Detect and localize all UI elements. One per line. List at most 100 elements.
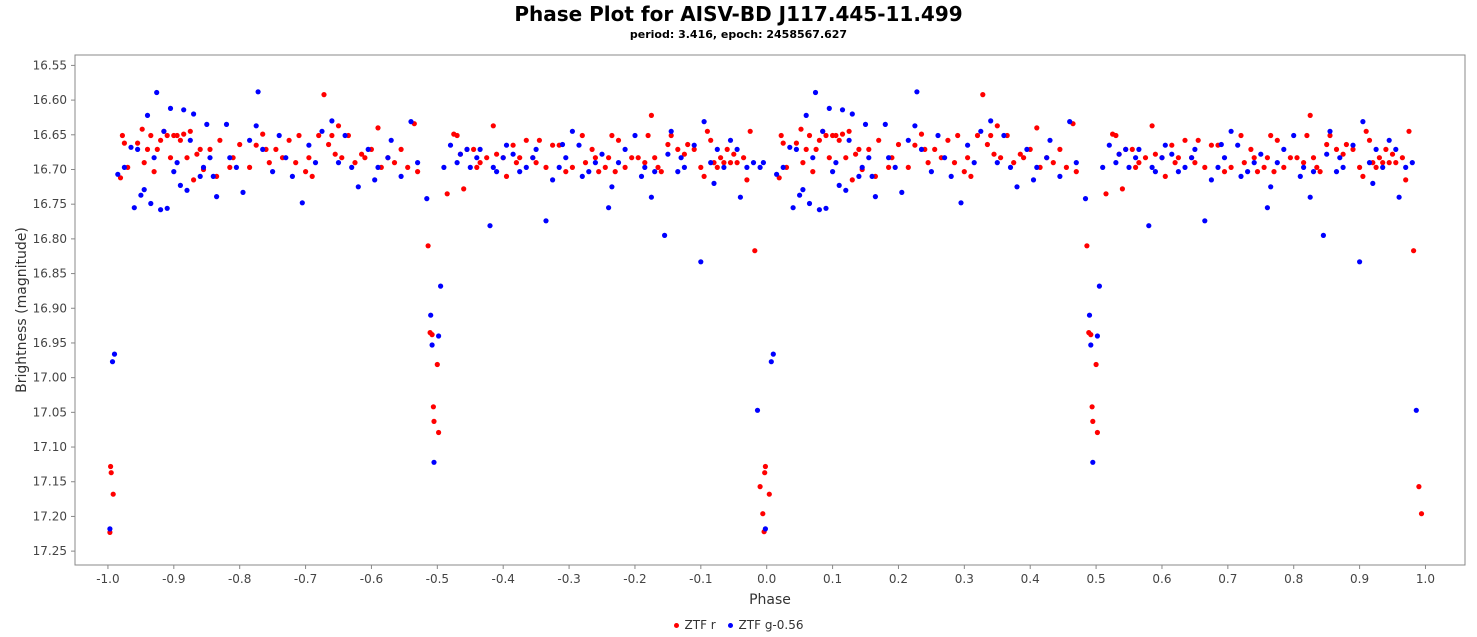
data-point-ztf-r — [810, 169, 816, 175]
data-point-ztf-g — [1001, 132, 1007, 139]
data-point-ztf-g — [978, 128, 984, 134]
data-point-ztf-g — [678, 155, 684, 161]
data-point-ztf-g — [839, 107, 846, 113]
legend-item-ztf-g: ZTF g-0.56 — [727, 618, 803, 632]
data-point-ztf-r — [181, 131, 187, 137]
data-point-ztf-r — [1248, 146, 1254, 152]
data-point-ztf-g — [714, 146, 720, 152]
data-point-ztf-g — [1149, 164, 1155, 170]
data-point-ztf-g — [810, 155, 816, 161]
data-point-ztf-g — [652, 169, 658, 175]
data-point-ztf-r — [991, 151, 997, 157]
data-point-ztf-g — [530, 155, 536, 161]
y-tick-label: 17.05 — [33, 405, 67, 419]
data-point-ztf-r — [253, 142, 259, 148]
data-point-ztf-r — [965, 155, 971, 161]
data-point-ztf-r — [1333, 146, 1340, 152]
data-point-ztf-g — [429, 342, 435, 348]
data-point-ztf-g — [161, 128, 167, 134]
data-point-ztf-g — [240, 189, 246, 195]
data-point-ztf-r — [1090, 418, 1096, 424]
legend-label-ztf-r: ZTF r — [684, 618, 716, 632]
data-point-ztf-g — [141, 187, 147, 193]
data-point-ztf-g — [790, 205, 796, 211]
data-point-ztf-g — [830, 169, 836, 175]
data-point-ztf-r — [484, 155, 490, 161]
data-point-ztf-r — [321, 92, 327, 98]
data-point-ztf-r — [1034, 125, 1040, 131]
data-point-ztf-r — [615, 137, 622, 143]
data-point-ztf-r — [813, 146, 819, 152]
data-point-ztf-r — [306, 155, 312, 161]
data-point-ztf-r — [1389, 151, 1396, 157]
data-point-ztf-g — [668, 128, 674, 134]
data-point-ztf-g — [335, 160, 342, 166]
data-point-ztf-r — [579, 132, 585, 139]
data-point-ztf-g — [856, 173, 862, 179]
data-point-ztf-r — [148, 132, 154, 139]
data-point-ztf-r — [1310, 155, 1317, 161]
data-point-ztf-r — [247, 164, 253, 170]
data-point-ztf-g — [912, 123, 918, 129]
data-point-ztf-r — [1017, 151, 1023, 157]
data-point-ztf-r — [332, 151, 338, 157]
data-point-ztf-g — [1090, 459, 1096, 465]
data-point-ztf-g — [1337, 155, 1343, 161]
data-point-ztf-g — [681, 164, 688, 170]
x-tick-label: 0.2 — [889, 572, 908, 586]
data-point-ztf-r — [1287, 155, 1293, 161]
data-point-ztf-g — [1215, 164, 1221, 170]
data-point-ztf-g — [1182, 164, 1188, 170]
data-point-ztf-r — [164, 132, 170, 139]
data-point-ztf-r — [675, 146, 681, 152]
data-point-ztf-g — [385, 155, 391, 161]
data-point-ztf-g — [1258, 151, 1264, 157]
data-point-ztf-r — [988, 132, 994, 139]
x-tick-label: -0.8 — [228, 572, 251, 586]
data-point-ztf-r — [108, 463, 114, 470]
data-point-ztf-r — [260, 131, 266, 137]
data-point-ztf-g — [958, 200, 964, 206]
data-point-ztf-g — [210, 173, 216, 179]
x-tick-label: -0.5 — [426, 572, 449, 586]
data-point-ztf-g — [892, 164, 898, 170]
data-point-ztf-r — [708, 137, 714, 143]
data-point-ztf-r — [444, 191, 450, 197]
chart-title: Phase Plot for AISV-BD J117.445-11.499 — [514, 2, 963, 26]
data-point-ztf-r — [856, 146, 862, 152]
data-point-ztf-g — [1350, 142, 1356, 148]
data-point-ztf-g — [1192, 146, 1198, 152]
data-point-ztf-g — [691, 142, 697, 148]
data-point-ztf-g — [1238, 173, 1244, 179]
data-point-ztf-g — [299, 200, 305, 206]
data-point-ztf-g — [1396, 194, 1402, 200]
data-point-ztf-g — [768, 359, 774, 365]
data-point-ztf-g — [849, 111, 855, 117]
data-point-ztf-r — [1411, 248, 1417, 254]
data-point-ztf-g — [247, 137, 253, 143]
data-point-ztf-r — [339, 155, 345, 161]
data-point-ztf-g — [869, 173, 875, 179]
data-point-ztf-g — [866, 155, 872, 161]
data-point-ztf-r — [803, 146, 809, 152]
data-point-ztf-r — [1172, 160, 1178, 166]
x-tick-label: 0.3 — [955, 572, 974, 586]
data-point-ztf-r — [425, 243, 431, 249]
x-tick-label: 0.7 — [1218, 572, 1237, 586]
data-point-ztf-r — [1294, 155, 1300, 161]
data-point-ztf-g — [200, 164, 207, 170]
data-point-ztf-r — [316, 132, 322, 139]
data-point-ztf-r — [326, 141, 332, 148]
data-point-ztf-g — [1264, 205, 1270, 211]
x-tick-label: 0.5 — [1087, 572, 1106, 586]
data-point-ztf-g — [559, 141, 566, 148]
data-point-ztf-g — [1100, 164, 1106, 170]
y-tick-label: 16.65 — [33, 128, 67, 142]
y-tick-label: 16.85 — [33, 267, 67, 281]
plot-area — [74, 54, 1466, 566]
data-point-ztf-g — [181, 107, 187, 113]
data-point-ztf-r — [1073, 169, 1079, 175]
data-point-ztf-r — [1314, 164, 1320, 170]
data-point-ztf-r — [1152, 151, 1158, 157]
